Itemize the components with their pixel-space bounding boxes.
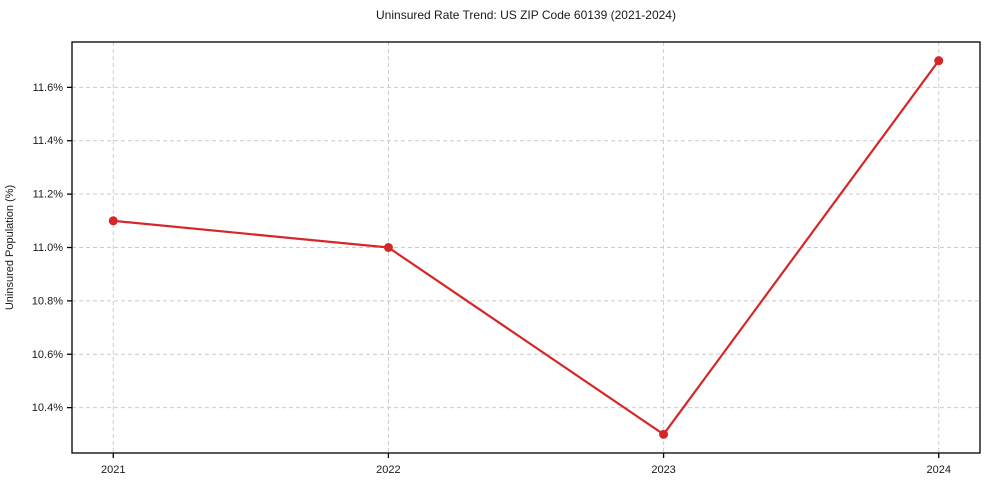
- data-point: [934, 56, 944, 66]
- x-tick-label: 2022: [376, 464, 400, 476]
- y-tick-label: 11.6%: [33, 82, 64, 94]
- data-point: [108, 216, 118, 226]
- y-tick-label: 11.0%: [33, 242, 64, 254]
- y-tick-label: 10.4%: [32, 402, 63, 414]
- y-tick-label: 11.2%: [33, 189, 64, 201]
- data-point: [383, 243, 393, 252]
- y-tick-label: 10.6%: [32, 349, 63, 361]
- data-point: [659, 429, 669, 439]
- x-tick-label: 2024: [926, 464, 950, 476]
- y-tick-label: 10.8%: [32, 295, 63, 307]
- x-tick-label: 2023: [651, 464, 675, 476]
- trend-line: [112, 59, 940, 436]
- x-tick-label: 2021: [101, 464, 125, 476]
- y-axis-label: Uninsured Population (%): [4, 185, 16, 310]
- chart-title: Uninsured Rate Trend: US ZIP Code 60139 …: [376, 8, 676, 22]
- plot-area: 10.4% 10.6% 10.8% 11.0% 11.2% 11.4% 11.6% 2021 2…: [32, 41, 981, 476]
- y-tick-label: 11.4%: [33, 135, 64, 147]
